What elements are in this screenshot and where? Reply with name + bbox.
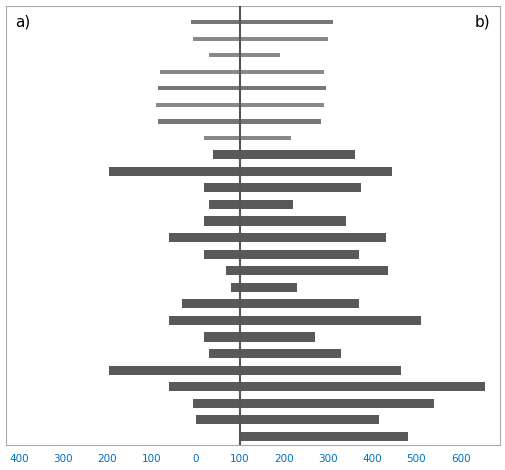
Bar — [169, 233, 385, 242]
Bar — [209, 53, 279, 57]
Text: a): a) — [16, 15, 31, 29]
Bar — [226, 266, 387, 275]
Bar — [193, 399, 433, 408]
Bar — [209, 349, 341, 358]
Bar — [213, 150, 354, 159]
Bar — [158, 86, 325, 91]
Bar — [204, 217, 345, 226]
Bar — [156, 103, 323, 107]
Bar — [209, 200, 292, 209]
Text: b): b) — [474, 15, 489, 29]
Bar — [191, 20, 332, 24]
Bar — [193, 37, 327, 41]
Bar — [204, 183, 361, 192]
Bar — [195, 415, 378, 424]
Bar — [169, 316, 420, 325]
Bar — [230, 283, 296, 292]
Bar — [204, 250, 359, 259]
Bar — [109, 167, 391, 176]
Bar — [239, 432, 407, 441]
Bar — [182, 299, 359, 308]
Bar — [160, 70, 323, 74]
Bar — [158, 119, 321, 124]
Bar — [204, 136, 290, 140]
Bar — [109, 366, 400, 375]
Bar — [169, 382, 484, 392]
Bar — [204, 332, 314, 342]
